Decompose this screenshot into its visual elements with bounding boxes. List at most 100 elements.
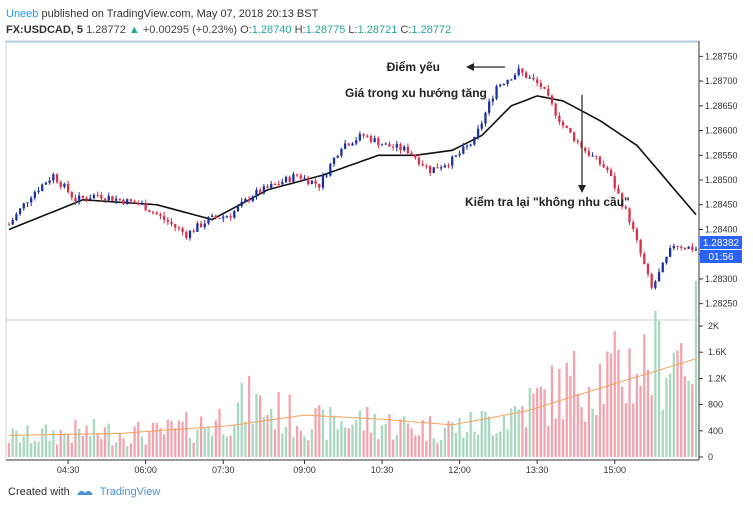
volume-bar [118, 433, 121, 457]
candle-body [550, 95, 554, 104]
candle-body [41, 184, 44, 191]
candle-body [521, 68, 524, 73]
volume-bar [476, 434, 480, 457]
low-value: 1.28721 [357, 24, 398, 36]
volume-bar [41, 428, 44, 457]
volume-bar [151, 422, 155, 457]
candle-body [480, 123, 483, 129]
candle-body [299, 175, 302, 179]
volume-bar [550, 365, 554, 457]
candle-body [502, 83, 506, 85]
candle-body [284, 176, 288, 183]
candle-body [425, 165, 428, 167]
candle-body [391, 146, 395, 148]
volume-bar [343, 427, 347, 457]
candle-body [657, 272, 661, 282]
volume-bar [414, 435, 417, 457]
candle-body [366, 135, 369, 137]
volume-bar [299, 430, 302, 457]
candle-body [395, 144, 398, 148]
candle-body [565, 125, 568, 128]
candle-body [11, 220, 14, 225]
candle-body [421, 164, 424, 166]
tradingview-logo-icon [76, 490, 93, 495]
candle-body [650, 273, 653, 288]
volume-bar [270, 408, 273, 457]
volume-bar [358, 410, 362, 457]
volume-bar [388, 414, 391, 457]
candle-body [74, 197, 77, 202]
candle-body [358, 134, 362, 141]
candle-body [491, 98, 494, 102]
time-tick-label: 04:30 [57, 465, 80, 475]
countdown-badge-text: 01:56 [708, 252, 733, 263]
candle-body [244, 199, 247, 202]
candle-body [499, 84, 502, 87]
candle-body [406, 146, 410, 153]
volume-bar [436, 443, 439, 457]
candle-body [683, 247, 687, 249]
candle-body [691, 246, 694, 251]
volume-bar [185, 412, 188, 457]
volume-bar [321, 409, 325, 457]
volume-bar [148, 430, 151, 457]
candle-body [676, 245, 679, 247]
candle-body [192, 230, 195, 232]
candle-body [310, 180, 314, 184]
candle-body [251, 196, 254, 202]
volume-bar [74, 420, 77, 457]
open-label: O: [240, 24, 252, 36]
symbol-label[interactable]: FX:USDCAD, 5 [6, 24, 84, 36]
candle-body [473, 136, 476, 145]
volume-bar [417, 435, 421, 457]
volume-bar [602, 403, 605, 457]
candle-body [340, 148, 343, 156]
volume-bar [155, 423, 158, 457]
candle-body [273, 184, 277, 186]
volume-bar [314, 408, 317, 457]
volume-bar [70, 442, 73, 457]
candle-body [199, 223, 203, 228]
candle-body [247, 199, 251, 202]
candle-body [388, 143, 391, 147]
volume-bar [632, 403, 635, 457]
volume-bar [325, 439, 328, 457]
candle-body [185, 231, 188, 238]
candle-body [103, 198, 107, 201]
volume-bar [211, 435, 214, 457]
candle-body [240, 201, 243, 207]
volume-bar [103, 427, 107, 457]
candle-body [536, 79, 539, 83]
candle-body [332, 157, 336, 165]
price-badge-text: 1.28382 [703, 238, 740, 249]
price-tick-label: 1.28700 [705, 76, 738, 86]
price-tick-label: 1.28650 [705, 101, 738, 111]
candle-body [59, 182, 62, 187]
volume-bar [384, 424, 387, 457]
candle-body [303, 177, 306, 179]
volume-bar [628, 348, 631, 457]
volume-tick-label: 800 [708, 400, 723, 410]
candle-body [277, 184, 280, 186]
candle-body [259, 189, 262, 194]
tradingview-brand[interactable]: TradingView [99, 486, 161, 498]
time-tick-label: 09:00 [293, 465, 316, 475]
volume-bar [22, 436, 25, 457]
volume-bar [643, 334, 646, 457]
volume-bar [425, 440, 428, 457]
volume-bar [657, 320, 661, 457]
volume-bar [177, 420, 181, 457]
time-tick-label: 13:30 [526, 465, 549, 475]
candle-body [654, 281, 657, 288]
volume-bar [251, 424, 254, 457]
author-name[interactable]: Uneeb [6, 8, 39, 20]
volume-bar [114, 442, 118, 457]
volume-bar [572, 350, 576, 457]
volume-bar [547, 425, 550, 457]
candle-body [506, 79, 509, 84]
volume-bar [561, 419, 565, 457]
volume-bar [229, 435, 232, 457]
volume-bar [532, 393, 535, 457]
volume-bar [639, 385, 642, 457]
